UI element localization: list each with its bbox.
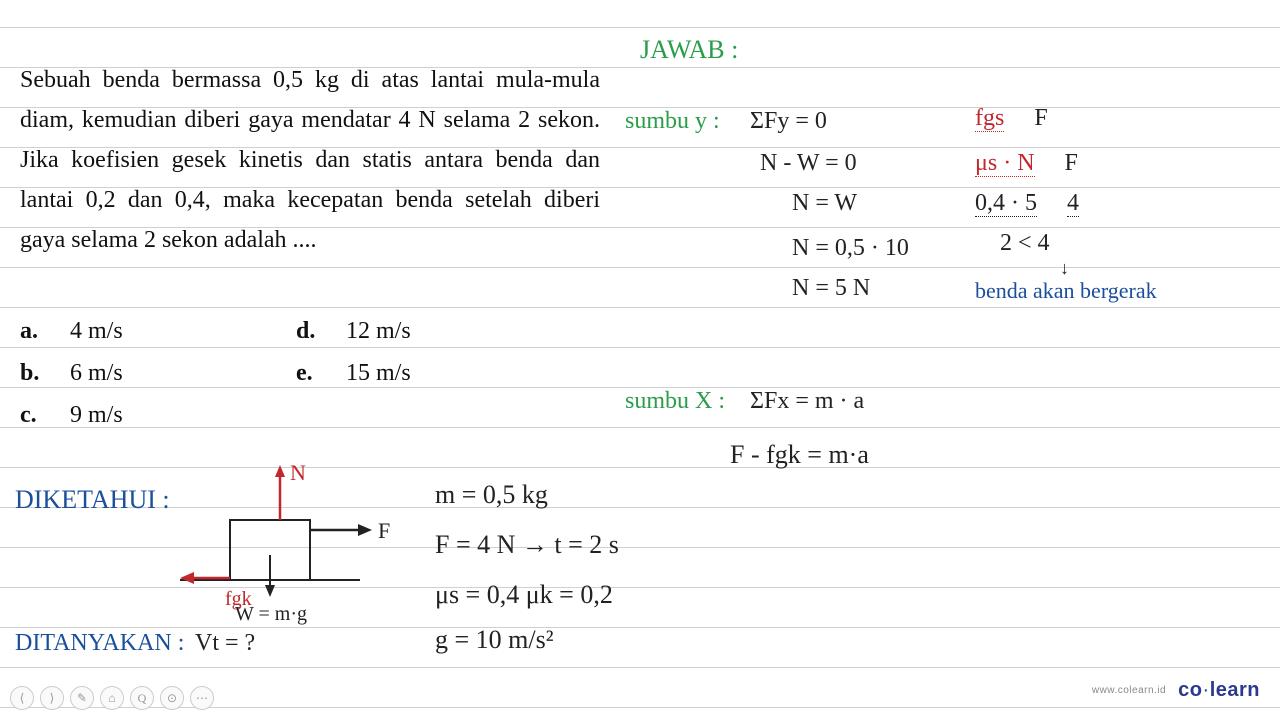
sumbu-x-eq2: F - fgk = m·a: [730, 440, 869, 470]
option-b: 6 m/s: [70, 360, 123, 386]
target-button[interactable]: ⊙: [160, 686, 184, 710]
svg-text:N: N: [290, 460, 306, 485]
arrow-down-icon: ↓: [1060, 258, 1069, 279]
fgs-line3: 0,4 · 5 4: [975, 190, 1079, 217]
option-d-letter: d.: [296, 310, 346, 352]
prev-button[interactable]: ⟨: [10, 686, 34, 710]
option-c: 9 m/s: [70, 402, 123, 428]
more-button[interactable]: ⋯: [190, 686, 214, 710]
fgs-label: fgs: [975, 105, 1004, 132]
given-mass: m = 0,5 kg: [435, 480, 548, 510]
svg-text:F: F: [378, 518, 390, 543]
sumbu-y-label: sumbu y :: [625, 108, 720, 135]
fgs-line4: 2 < 4: [1000, 230, 1050, 257]
brand-url: www.colearn.id: [1092, 685, 1166, 696]
option-c-letter: c.: [20, 394, 70, 436]
sumbu-y-eq2: N - W = 0: [760, 150, 857, 177]
sumbu-x-eq1: ΣFx = m · a: [750, 388, 864, 415]
sumbu-x-label: sumbu X :: [625, 388, 725, 415]
brand-logo: www.colearn.id co·learn: [1092, 679, 1260, 702]
sumbu-y-eq3: N = W: [792, 190, 857, 217]
option-e-letter: e.: [296, 352, 346, 394]
conclusion-text: benda akan bergerak: [975, 278, 1157, 304]
fgs-F2: F: [1065, 150, 1078, 176]
question-text: Sebuah benda bermassa 0,5 kg di atas lan…: [20, 60, 600, 260]
given-mu: μs = 0,4 μk = 0,2: [435, 580, 613, 610]
svg-text:W = m·g: W = m·g: [235, 603, 307, 625]
option-a: 4 m/s: [70, 318, 123, 344]
fgs-4: 4: [1067, 190, 1079, 217]
answer-options: a.4 m/s b.6 m/s c.9 m/s d.12 m/s e.15 m/…: [20, 310, 496, 436]
ditanyakan-value: Vt = ?: [195, 630, 255, 657]
sumbu-y-eq1: ΣFy = 0: [750, 108, 827, 135]
diketahui-label: DIKETAHUI :: [15, 485, 170, 515]
ditanyakan-label: DITANYAKAN :: [15, 630, 184, 657]
sumbu-y-eq4: N = 0,5 · 10: [792, 235, 909, 262]
option-b-letter: b.: [20, 352, 70, 394]
jawab-heading: JAWAB :: [640, 35, 738, 65]
fgs-calc: 0,4 · 5: [975, 190, 1037, 217]
search-button[interactable]: Q: [130, 686, 154, 710]
next-button[interactable]: ⟩: [40, 686, 64, 710]
sumbu-y-eq5: N = 5 N: [792, 275, 870, 302]
edit-button[interactable]: ✎: [70, 686, 94, 710]
option-d: 12 m/s: [346, 318, 411, 344]
fgs-line1: fgs F: [975, 105, 1048, 132]
option-a-letter: a.: [20, 310, 70, 352]
free-body-diagram: N F fgk W = m·g: [180, 460, 430, 630]
option-e: 15 m/s: [346, 360, 411, 386]
player-controls: ⟨ ⟩ ✎ ⌂ Q ⊙ ⋯: [10, 686, 214, 710]
fgs-muN: μs · N: [975, 150, 1035, 177]
fgs-F1: F: [1034, 105, 1047, 131]
given-force: F = 4 N → t = 2 s: [435, 530, 619, 560]
given-g: g = 10 m/s²: [435, 625, 554, 655]
fgs-line2: μs · N F: [975, 150, 1078, 177]
home-button[interactable]: ⌂: [100, 686, 124, 710]
